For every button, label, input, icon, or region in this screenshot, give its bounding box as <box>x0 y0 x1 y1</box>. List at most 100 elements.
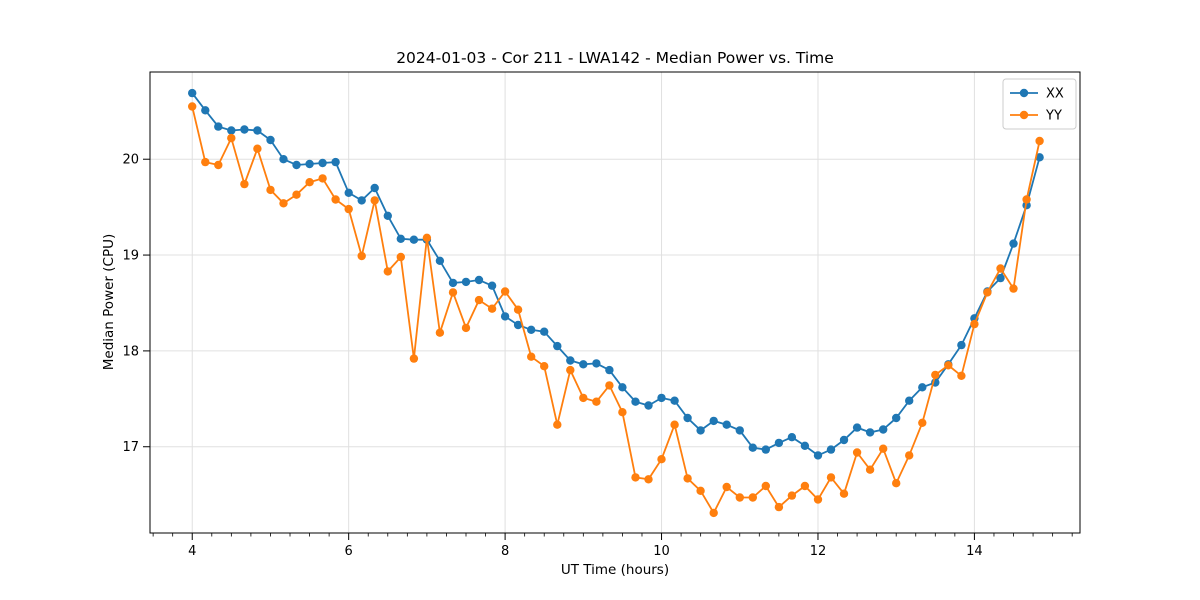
data-point-yy <box>683 474 692 483</box>
data-point-xx <box>292 160 301 170</box>
data-point-yy <box>474 295 484 305</box>
data-point-xx <box>787 433 797 442</box>
data-point-yy <box>879 444 888 453</box>
data-point-yy <box>996 264 1005 273</box>
data-point-yy <box>422 233 432 242</box>
data-point-yy <box>865 465 875 474</box>
data-point-xx <box>540 327 549 336</box>
data-point-yy <box>644 475 653 484</box>
series-line-yy <box>191 106 1041 515</box>
data-point-yy <box>892 479 901 488</box>
data-point-xx <box>865 428 875 437</box>
data-point-yy <box>253 144 262 153</box>
data-point-xx <box>461 277 471 287</box>
data-point-yy <box>227 133 236 143</box>
data-point-xx <box>357 196 366 205</box>
data-point-xx <box>1009 239 1018 248</box>
data-point-xx <box>709 416 718 426</box>
data-point-xx <box>839 435 849 445</box>
data-point-xx <box>605 365 614 375</box>
data-point-xx <box>683 413 692 423</box>
data-point-xx <box>487 281 497 290</box>
data-point-xx <box>188 88 197 98</box>
y-axis-label: Median Power (CPU) <box>101 233 117 371</box>
data-point-yy <box>813 495 823 504</box>
data-point-xx <box>631 397 640 406</box>
data-point-xx <box>253 126 262 135</box>
data-point-xx <box>553 341 562 351</box>
data-point-yy <box>970 319 979 329</box>
data-point-yy <box>344 204 353 214</box>
data-point-yy <box>774 502 784 512</box>
x-tick-label: 10 <box>653 544 670 559</box>
data-point-yy <box>579 393 588 403</box>
data-point-xx <box>670 396 679 405</box>
data-point-yy <box>305 178 314 187</box>
data-point-yy <box>1035 136 1044 146</box>
data-point-yy <box>605 381 614 390</box>
data-point-xx <box>383 211 392 220</box>
data-point-xx <box>279 155 288 164</box>
data-point-yy <box>852 448 862 457</box>
data-point-xx <box>826 445 836 454</box>
y-tick-label: 18 <box>122 344 139 359</box>
data-point-yy <box>1009 284 1018 293</box>
data-point-xx <box>852 423 862 432</box>
data-point-yy <box>957 371 966 380</box>
data-point-xx <box>957 340 966 350</box>
data-point-yy <box>266 185 275 195</box>
data-point-yy <box>553 420 562 429</box>
legend-box <box>1002 78 1077 130</box>
data-point-yy <box>709 508 718 518</box>
legend-marker-yy <box>1019 110 1029 120</box>
data-point-yy <box>500 287 510 296</box>
data-point-xx <box>240 125 249 134</box>
data-point-xx <box>592 359 601 368</box>
data-point-yy <box>905 451 914 460</box>
data-point-xx <box>996 273 1005 283</box>
x-tick-label: 8 <box>501 544 509 559</box>
data-point-yy <box>696 486 705 495</box>
data-point-yy <box>396 252 405 262</box>
data-point-yy <box>383 267 392 276</box>
data-point-yy <box>540 362 549 371</box>
data-point-yy <box>461 323 471 333</box>
data-point-xx <box>500 312 510 321</box>
data-point-yy <box>370 196 379 205</box>
data-point-xx <box>227 126 236 135</box>
data-point-xx <box>344 188 353 197</box>
y-tick-label: 20 <box>122 153 139 168</box>
data-point-xx <box>579 360 588 369</box>
data-point-xx <box>331 157 340 167</box>
data-point-xx <box>774 438 784 448</box>
data-point-xx <box>722 420 731 429</box>
data-point-xx <box>370 183 379 193</box>
data-point-xx <box>761 445 770 454</box>
plot-border <box>149 71 1081 534</box>
data-point-yy <box>188 102 197 111</box>
data-point-yy <box>722 482 731 492</box>
data-point-yy <box>931 370 940 380</box>
data-point-yy <box>918 418 927 427</box>
data-point-xx <box>305 159 314 169</box>
data-point-yy <box>409 354 419 363</box>
data-point-yy <box>944 361 953 370</box>
data-point-yy <box>357 251 366 261</box>
data-point-yy <box>435 328 445 337</box>
data-point-xx <box>513 320 523 330</box>
data-point-xx <box>748 443 757 452</box>
legend-label-xx: XX <box>1046 87 1064 102</box>
legend-marker-xx <box>1019 88 1029 98</box>
data-point-xx <box>318 158 327 168</box>
data-point-xx <box>879 425 888 434</box>
data-point-xx <box>644 401 653 410</box>
data-point-xx <box>657 393 666 403</box>
data-point-xx <box>527 325 536 334</box>
data-point-xx <box>201 106 210 115</box>
data-point-xx <box>1035 153 1044 162</box>
data-point-xx <box>892 413 901 423</box>
data-point-xx <box>800 441 810 450</box>
data-point-yy <box>787 491 797 500</box>
data-point-yy <box>631 473 640 482</box>
